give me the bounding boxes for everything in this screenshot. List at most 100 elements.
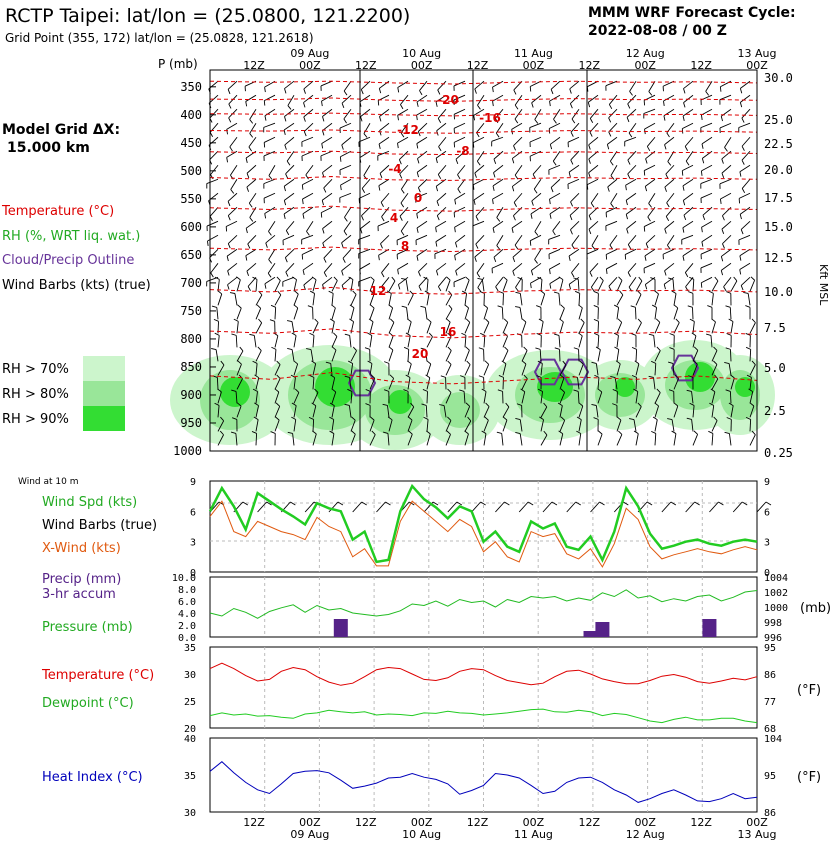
wind-barb-flag <box>292 333 296 336</box>
wind-barb <box>306 221 313 231</box>
wind-barb-flag <box>726 292 731 294</box>
wind-barb <box>701 193 712 198</box>
wind-barb-flag <box>513 216 515 221</box>
wind-barb-flag <box>594 305 599 307</box>
wind-barb <box>701 165 712 171</box>
wind-barb-flag <box>570 89 572 94</box>
wind-barb <box>589 137 598 145</box>
wind-barb-flag <box>268 273 271 277</box>
wind-barb <box>636 434 638 446</box>
wind-barb-flag <box>745 306 750 308</box>
wind-barb <box>571 151 579 160</box>
wind-barb <box>340 193 351 197</box>
wind-barb <box>655 322 660 333</box>
isotherm-label: 20 <box>412 347 429 361</box>
wind-barb <box>306 165 313 175</box>
wind-barb <box>436 263 446 270</box>
wind-barb <box>494 151 503 159</box>
rh80-swatch <box>83 381 125 406</box>
wind-barb <box>465 350 469 361</box>
wind-barb-flag <box>665 271 666 276</box>
wind-barb-flag <box>389 305 393 308</box>
legend-precip-accum: 3-hr accum <box>42 587 116 602</box>
pressure-tick: 900 <box>180 388 202 402</box>
wind-barb <box>227 123 237 129</box>
wind-barb-flag <box>382 217 385 221</box>
wind-barb-flag <box>752 319 755 323</box>
wind-barb <box>266 235 275 243</box>
wind-barb <box>455 221 465 227</box>
wind-barb-flag <box>361 216 363 221</box>
wind-barb <box>740 165 750 171</box>
wind-barb <box>408 349 409 361</box>
wind-barb-flag <box>240 347 243 351</box>
wind-barb <box>559 293 560 305</box>
precip-tick: 10.0 <box>172 573 196 584</box>
wind-barb <box>248 235 256 244</box>
wind-barb-flag <box>722 216 724 221</box>
wind-barb-flag <box>361 89 363 94</box>
wind-barb-flag <box>591 203 594 207</box>
wind-barb-flag <box>702 227 703 232</box>
wind-barb <box>211 263 218 273</box>
wind-barb-flag <box>417 144 418 149</box>
wind-barb-flag <box>398 87 399 92</box>
wind-barb-flag <box>456 159 458 164</box>
wind-barb <box>484 308 488 319</box>
wind-barb <box>324 263 332 272</box>
pressure-tick: 950 <box>180 416 202 430</box>
rh90-area <box>315 367 355 407</box>
wind-barb <box>720 193 731 199</box>
wind-barb-flag <box>628 272 630 276</box>
time-tick-top: 12Z <box>579 59 601 72</box>
wind-barb-flag <box>342 285 344 290</box>
temp-tick-f: 77 <box>764 697 776 708</box>
wind-barb-flag <box>467 361 470 365</box>
wind-barb <box>228 193 237 201</box>
wind-barb <box>520 293 522 305</box>
wind-barb-flag <box>342 145 344 150</box>
wind-barb <box>250 123 256 133</box>
wind-barb <box>370 335 372 347</box>
wind-barb-flag <box>474 200 475 205</box>
wind-barb <box>477 151 484 161</box>
wind-barb <box>497 207 503 217</box>
wind-barb <box>323 277 332 284</box>
wind-barb-flag <box>236 277 240 280</box>
wind-barb-flag <box>493 199 494 204</box>
wind-barb-flag <box>652 305 656 307</box>
isotherm-label: 4 <box>390 211 398 225</box>
wind-barb-flag <box>438 287 440 291</box>
wind-barb-flag <box>569 284 570 289</box>
wind-barb-flag <box>664 284 665 289</box>
wind-barb-flag <box>322 143 323 148</box>
wind-barb <box>730 349 731 361</box>
wind-barb <box>701 179 712 183</box>
wind-barb <box>712 433 713 445</box>
wind-barb-flag <box>353 291 356 295</box>
wind-barb <box>408 322 411 334</box>
pressure-tick: 800 <box>180 332 202 346</box>
wind-barb-flag <box>553 119 556 123</box>
wind-barb-flag <box>702 158 703 163</box>
wind-barb-flag <box>701 283 702 288</box>
wind-barb <box>473 221 484 226</box>
wind-barb <box>476 207 484 216</box>
wind-barb-flag <box>238 305 242 308</box>
wind-barb-flag <box>494 257 496 262</box>
wind-barb-flag <box>721 116 722 121</box>
wind-barb <box>427 337 433 348</box>
wind-barb <box>401 179 408 189</box>
wind-barb <box>549 165 560 170</box>
wind-barb-flag <box>249 147 252 151</box>
legend-wind-barbs: Wind Barbs (kts) (true) <box>2 278 151 293</box>
wind-barb-flag <box>309 333 314 335</box>
wind-barb <box>647 137 655 146</box>
pressure-tick-right: 1004 <box>764 573 788 584</box>
wind-barb <box>332 308 335 320</box>
wind-barb-flag <box>618 431 622 435</box>
wind-barb-flag <box>455 243 456 248</box>
wind-barb <box>683 221 693 227</box>
wind-barb-flag <box>493 228 494 233</box>
wind-barb-flag <box>531 283 532 288</box>
